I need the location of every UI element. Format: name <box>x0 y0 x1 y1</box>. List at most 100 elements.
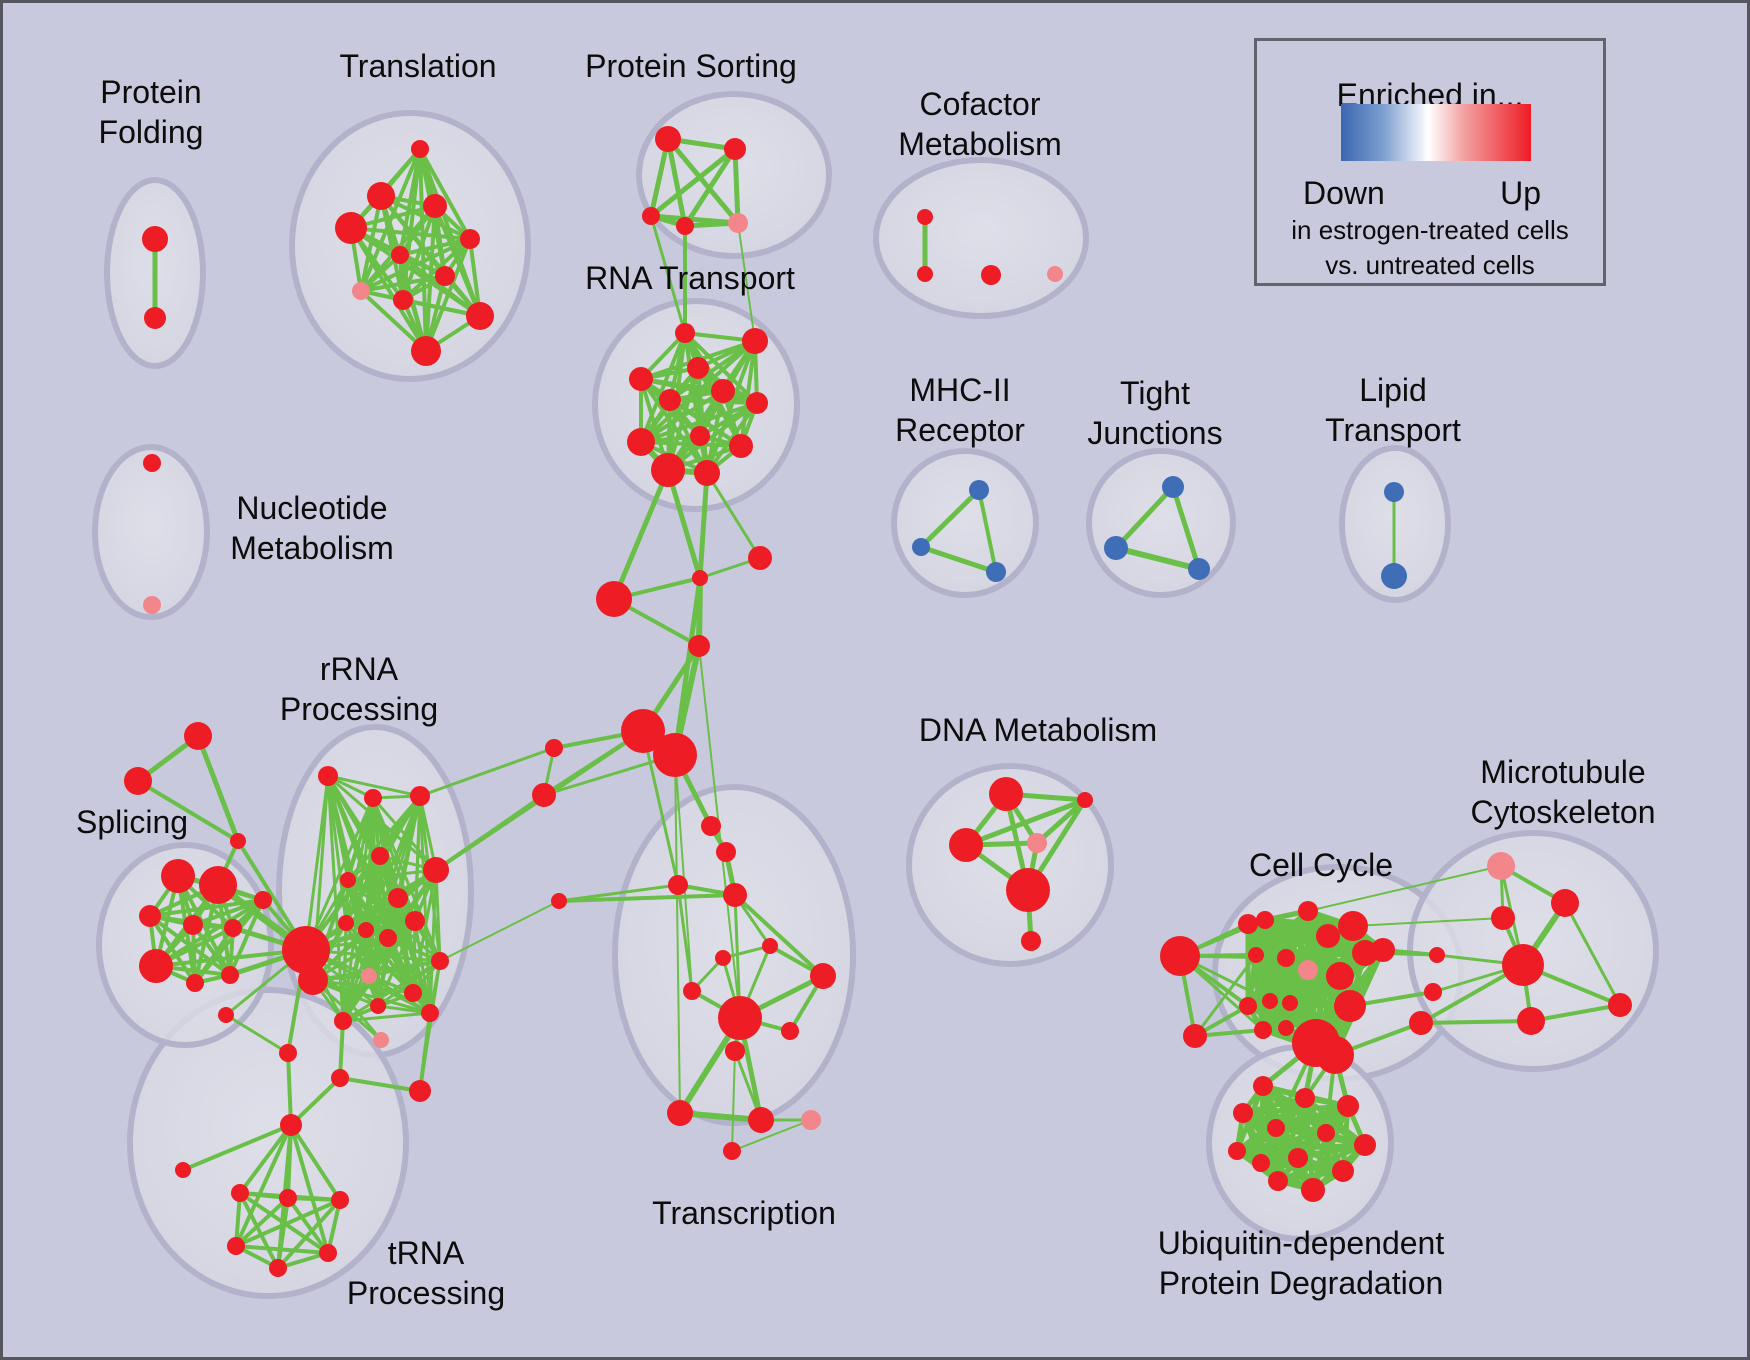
network-node-34[interactable] <box>969 480 989 500</box>
network-node-91[interactable] <box>388 888 408 908</box>
network-node-75[interactable] <box>124 767 152 795</box>
network-node-143[interactable] <box>1429 947 1445 963</box>
network-node-81[interactable] <box>224 919 242 937</box>
network-node-128[interactable] <box>1326 962 1354 990</box>
network-node-145[interactable] <box>1409 1011 1433 1035</box>
network-node-124[interactable] <box>1338 911 1368 941</box>
network-node-65[interactable] <box>810 963 836 989</box>
network-node-120[interactable] <box>1238 914 1258 934</box>
network-node-85[interactable] <box>254 891 272 909</box>
network-node-14[interactable] <box>724 138 746 160</box>
network-node-154[interactable] <box>1354 1134 1376 1156</box>
network-node-147[interactable] <box>1608 993 1632 1017</box>
network-node-15[interactable] <box>642 207 660 225</box>
network-node-24[interactable] <box>687 357 709 379</box>
network-node-96[interactable] <box>379 929 397 947</box>
network-node-39[interactable] <box>1188 558 1210 580</box>
network-node-86[interactable] <box>318 766 338 786</box>
network-node-49[interactable] <box>1021 931 1041 951</box>
network-node-113[interactable] <box>227 1237 245 1255</box>
network-node-23[interactable] <box>742 328 768 354</box>
network-node-9[interactable] <box>352 282 370 300</box>
network-node-83[interactable] <box>186 974 204 992</box>
network-node-64[interactable] <box>762 938 778 954</box>
network-node-12[interactable] <box>411 336 441 366</box>
network-node-56[interactable] <box>545 739 563 757</box>
network-node-61[interactable] <box>723 883 747 907</box>
network-node-2[interactable] <box>411 140 429 158</box>
network-node-135[interactable] <box>1254 1021 1272 1039</box>
network-node-127[interactable] <box>1298 960 1318 980</box>
network-node-4[interactable] <box>423 194 447 218</box>
network-node-100[interactable] <box>421 1004 439 1022</box>
network-node-20[interactable] <box>981 265 1001 285</box>
network-node-43[interactable] <box>143 596 161 614</box>
network-node-98[interactable] <box>431 952 449 970</box>
network-node-139[interactable] <box>1487 852 1515 880</box>
network-node-19[interactable] <box>917 266 933 282</box>
network-node-1[interactable] <box>144 307 166 329</box>
network-node-130[interactable] <box>1371 938 1395 962</box>
network-node-152[interactable] <box>1267 1119 1285 1137</box>
network-node-44[interactable] <box>989 777 1023 811</box>
network-node-126[interactable] <box>1277 949 1295 967</box>
network-node-58[interactable] <box>701 816 721 836</box>
network-node-132[interactable] <box>1262 993 1278 1009</box>
network-node-148[interactable] <box>1253 1076 1273 1096</box>
network-node-90[interactable] <box>340 872 356 888</box>
network-node-142[interactable] <box>1502 944 1544 986</box>
network-node-158[interactable] <box>1268 1171 1288 1191</box>
network-node-45[interactable] <box>1077 792 1093 808</box>
network-node-30[interactable] <box>627 428 655 456</box>
network-node-53[interactable] <box>688 635 710 657</box>
network-node-97[interactable] <box>361 968 377 984</box>
network-node-63[interactable] <box>715 950 731 966</box>
network-node-92[interactable] <box>423 857 449 883</box>
network-node-77[interactable] <box>161 859 195 893</box>
network-node-149[interactable] <box>1295 1088 1315 1108</box>
network-node-114[interactable] <box>319 1244 337 1262</box>
network-node-72[interactable] <box>801 1110 821 1130</box>
network-node-109[interactable] <box>175 1162 191 1178</box>
network-node-22[interactable] <box>675 323 695 343</box>
network-node-157[interactable] <box>1332 1160 1354 1182</box>
network-node-54[interactable] <box>621 709 665 753</box>
network-node-110[interactable] <box>231 1184 249 1202</box>
network-node-87[interactable] <box>364 789 382 807</box>
network-node-10[interactable] <box>393 290 413 310</box>
network-node-159[interactable] <box>1301 1178 1325 1202</box>
network-node-60[interactable] <box>668 875 688 895</box>
network-node-42[interactable] <box>143 454 161 472</box>
network-node-48[interactable] <box>1006 868 1050 912</box>
network-node-47[interactable] <box>1027 833 1047 853</box>
network-node-123[interactable] <box>1316 924 1340 948</box>
network-node-73[interactable] <box>723 1142 741 1160</box>
network-node-18[interactable] <box>917 209 933 225</box>
network-node-138[interactable] <box>1316 1036 1354 1074</box>
network-node-33[interactable] <box>694 460 720 486</box>
network-node-71[interactable] <box>748 1107 774 1133</box>
network-node-106[interactable] <box>282 926 330 974</box>
network-node-150[interactable] <box>1337 1095 1359 1117</box>
network-node-111[interactable] <box>279 1189 297 1207</box>
network-node-6[interactable] <box>460 229 480 249</box>
network-node-51[interactable] <box>748 546 772 570</box>
network-node-102[interactable] <box>334 1012 352 1030</box>
network-node-57[interactable] <box>532 783 556 807</box>
network-node-70[interactable] <box>667 1100 693 1126</box>
network-node-7[interactable] <box>391 246 409 264</box>
network-node-50[interactable] <box>692 570 708 586</box>
network-node-103[interactable] <box>373 1032 389 1048</box>
network-node-129[interactable] <box>1352 940 1378 966</box>
network-node-32[interactable] <box>651 453 685 487</box>
network-node-78[interactable] <box>199 866 237 904</box>
network-node-35[interactable] <box>912 538 930 556</box>
network-node-151[interactable] <box>1233 1103 1253 1123</box>
network-node-101[interactable] <box>370 998 386 1014</box>
network-node-66[interactable] <box>683 982 701 1000</box>
network-node-29[interactable] <box>690 426 710 446</box>
network-node-0[interactable] <box>142 226 168 252</box>
network-node-13[interactable] <box>655 126 681 152</box>
network-node-52[interactable] <box>596 581 632 617</box>
network-node-69[interactable] <box>725 1041 745 1061</box>
